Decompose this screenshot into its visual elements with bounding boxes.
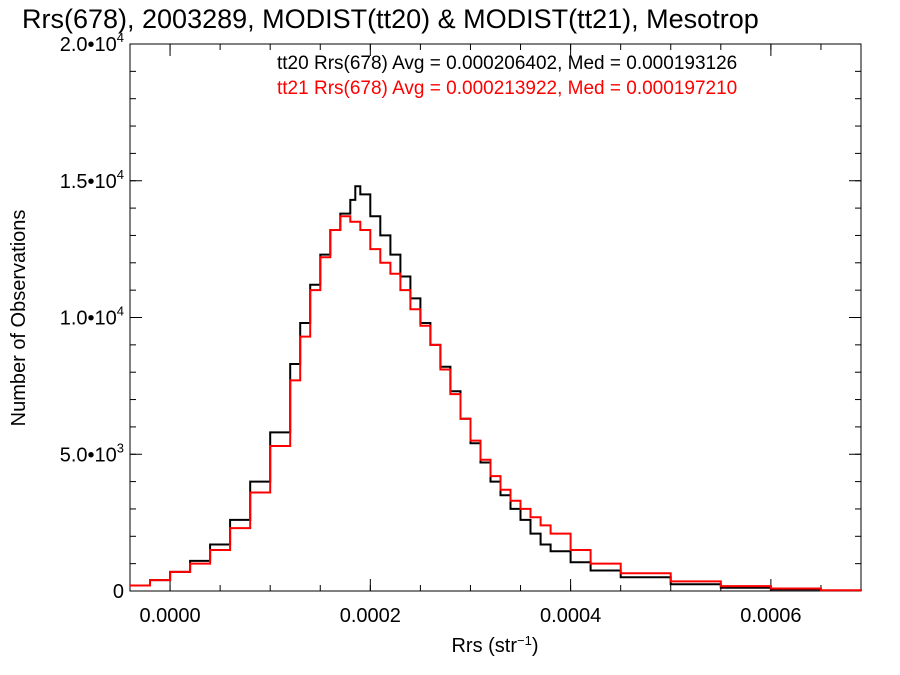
- y-tick-exponent: 3: [117, 440, 124, 455]
- y-axis-label: Number of Observations: [8, 210, 30, 427]
- x-tick-label: 0.0002: [340, 605, 401, 627]
- y-tick-label: 0: [113, 581, 124, 603]
- plot-area: [129, 43, 862, 592]
- y-tick-exponent: 4: [117, 30, 124, 45]
- stats-annotation: tt20 Rrs(678) Avg = 0.000206402, Med = 0…: [277, 53, 737, 74]
- chart-title: Rrs(678), 2003289, MODIST(tt20) & MODIST…: [22, 4, 759, 34]
- x-axis-label-exponent: −1: [517, 633, 532, 648]
- series-group: [130, 185, 862, 592]
- x-axis: 0.0000 0.0002 0.0004 0.0006: [139, 44, 822, 627]
- y-tick-mantissa: 2.0•10: [60, 34, 117, 56]
- y-tick-mantissa: 1.0•10: [60, 308, 117, 330]
- y-tick-mantissa: 5.0•10: [60, 444, 117, 466]
- histogram-series-0: [130, 185, 862, 592]
- annotations: tt20 Rrs(678) Avg = 0.000206402, Med = 0…: [277, 53, 737, 99]
- y-tick-mantissa: 0: [113, 581, 124, 603]
- x-axis-label-close: ): [532, 635, 539, 657]
- y-tick-label: 1.0•104: [60, 304, 124, 330]
- y-tick-label: 5.0•103: [60, 440, 124, 466]
- stats-annotation: tt21 Rrs(678) Avg = 0.000213922, Med = 0…: [277, 78, 737, 99]
- x-tick-label: 0.0004: [540, 605, 601, 627]
- y-tick-label: 2.0•104: [60, 30, 124, 56]
- y-tick-label: 1.5•104: [60, 167, 124, 193]
- x-tick-label: 0.0006: [740, 605, 801, 627]
- plot-frame: [129, 43, 862, 592]
- y-tick-exponent: 4: [117, 304, 124, 319]
- x-axis-label: Rrs (str−1): [451, 633, 538, 657]
- y-tick-mantissa: 1.5•10: [60, 171, 117, 193]
- x-axis-label-main: Rrs (str: [451, 635, 517, 657]
- x-tick-label: 0.0000: [139, 605, 200, 627]
- histogram-series-1: [130, 215, 862, 592]
- y-tick-exponent: 4: [117, 167, 124, 182]
